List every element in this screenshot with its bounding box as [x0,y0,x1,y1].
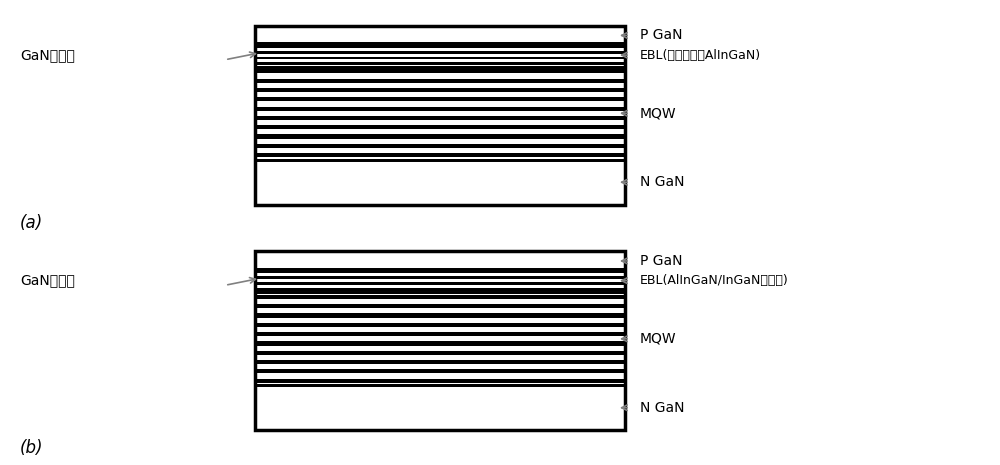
Text: EBL(AlInGaN/InGaN超晶格): EBL(AlInGaN/InGaN超晶格) [640,274,789,287]
Bar [255,323,625,327]
Bar [255,97,625,101]
Bar [255,313,625,318]
Bar [255,153,625,157]
Bar [255,26,625,205]
Bar [255,341,625,345]
Bar [255,144,625,148]
Text: GaN插入层: GaN插入层 [20,48,75,62]
Bar [255,271,625,273]
Bar [255,79,625,83]
Bar [255,251,625,430]
Bar [255,125,625,129]
Bar [255,276,625,279]
Text: (b): (b) [20,439,44,458]
Text: N GaN: N GaN [640,401,684,415]
Bar [255,295,625,299]
Text: MQW: MQW [640,332,677,346]
Text: EBL(组分渐变的AlInGaN): EBL(组分渐变的AlInGaN) [640,49,761,62]
Text: N GaN: N GaN [640,175,684,189]
Bar [255,282,625,285]
Bar [255,69,625,73]
Bar [255,351,625,355]
Bar [255,288,625,291]
Bar [255,379,625,383]
Bar [255,45,625,48]
Bar [255,369,625,373]
Text: P GaN: P GaN [640,254,682,268]
Bar [255,51,625,53]
Text: (a): (a) [20,214,43,232]
Bar [255,360,625,364]
Bar [255,57,625,60]
Bar [255,134,625,139]
Bar [255,304,625,308]
Bar [255,332,625,336]
Text: MQW: MQW [640,106,677,120]
Bar [255,106,625,111]
Text: GaN插入层: GaN插入层 [20,273,75,288]
Bar [255,62,625,65]
Bar [255,116,625,120]
Text: P GaN: P GaN [640,28,682,42]
Bar [255,88,625,92]
